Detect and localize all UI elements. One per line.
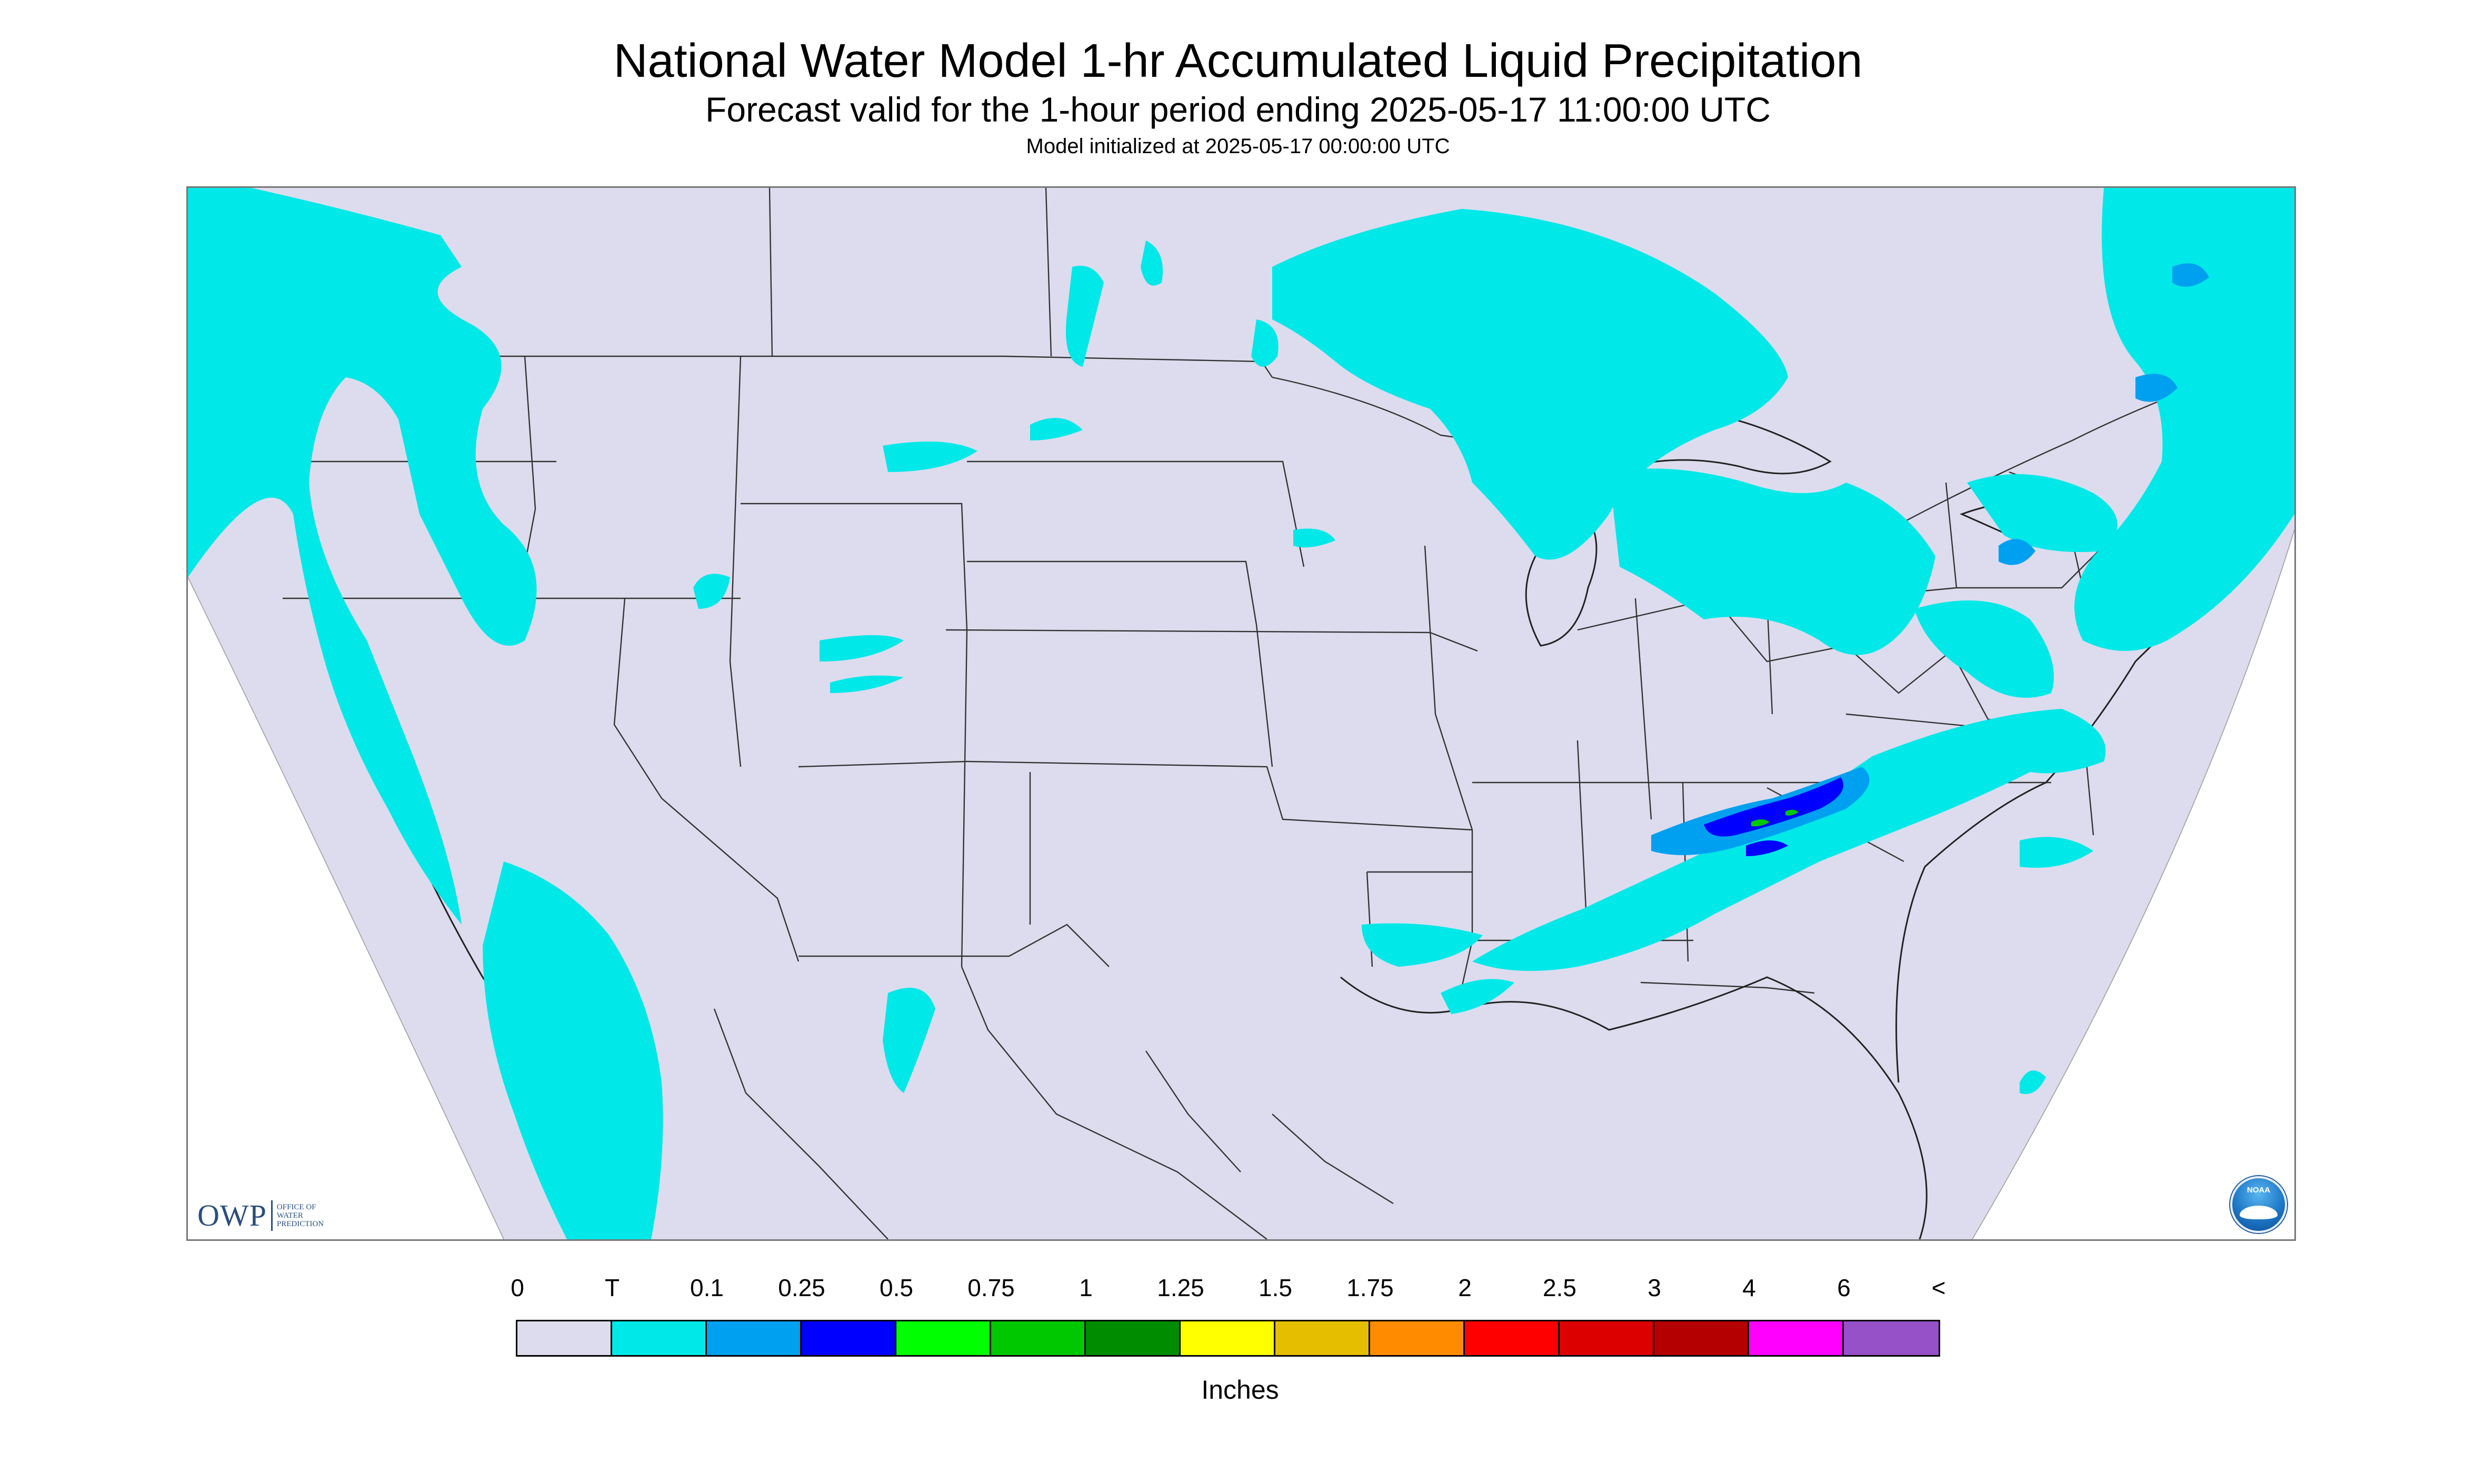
legend-tick-label: 6: [1837, 1274, 1851, 1301]
legend-swatch: [896, 1321, 991, 1355]
legend-tick-label: 2: [1458, 1274, 1472, 1301]
legend-tick-labels: 0 T 0.1 0.25 0.5 0.75 1 1.25 1.5 1.75 2 2.5 3 4 6 <: [511, 1274, 1964, 1305]
legend-color-bar: [516, 1320, 1940, 1357]
legend-tick-label: 1: [1079, 1274, 1093, 1301]
model-domain: [188, 188, 2294, 1239]
legend-tick-label: 0.75: [967, 1274, 1015, 1301]
legend-tick-label: T: [604, 1274, 620, 1301]
owp-sub-line-2: WATER: [276, 1211, 303, 1220]
precip-moderate-areas: [1704, 777, 1843, 856]
model-init-line: Model initialized at 2025-05-17 00:00:00…: [1026, 135, 1450, 158]
forecast-valid-subtitle: Forecast valid for the 1-hour period end…: [705, 90, 1771, 129]
legend-swatch: [1086, 1321, 1181, 1355]
precip-heavy-areas: [1751, 809, 1799, 827]
legend-unit-label: Inches: [1201, 1375, 1279, 1405]
legend-tick-label: 1.25: [1157, 1274, 1204, 1301]
legend-swatch: [991, 1321, 1086, 1355]
owp-logo-letters: OWP: [197, 1198, 267, 1232]
legend-swatch: [1844, 1321, 1939, 1355]
legend-tick-label: 1.5: [1259, 1274, 1292, 1301]
legend-tick-label: 4: [1742, 1274, 1756, 1301]
map-canvas: [188, 188, 2294, 1239]
legend-tick-label: 3: [1648, 1274, 1661, 1301]
owp-sub-line-3: PREDICTION: [276, 1219, 324, 1228]
legend-swatch: [802, 1321, 896, 1355]
owp-sub-line-1: OFFICE OF: [276, 1202, 316, 1211]
domain-edge: [188, 529, 2294, 1239]
legend-swatch: [1560, 1321, 1654, 1355]
legend-swatch: [1370, 1321, 1465, 1355]
legend-swatch: [1749, 1321, 1844, 1355]
legend-swatch: [1275, 1321, 1370, 1355]
precip-trace-areas: [188, 188, 2294, 1239]
precipitation-map: OWP OFFICE OF WATER PREDICTION NOAA: [186, 186, 2296, 1241]
legend-swatch: [517, 1321, 612, 1355]
legend-tick-label: 0: [511, 1274, 524, 1301]
legend-tick-label: 1.75: [1346, 1274, 1394, 1301]
owp-logo: OWP OFFICE OF WATER PREDICTION: [197, 1198, 324, 1233]
legend-tick-label: 0.25: [778, 1274, 825, 1301]
noaa-logo-label: NOAA: [2247, 1186, 2271, 1195]
owp-logo-subtitle: OFFICE OF WATER PREDICTION: [277, 1203, 324, 1228]
noaa-logo-icon: NOAA: [2230, 1176, 2287, 1233]
owp-logo-divider: [271, 1200, 273, 1231]
color-legend: 0 T 0.1 0.25 0.5 0.75 1 1.25 1.5 1.75 2 2.5 3 4 6 < Inc…: [511, 1274, 1964, 1484]
legend-tick-label: 0.5: [880, 1274, 913, 1301]
legend-tick-label: <: [1931, 1274, 1946, 1301]
noaa-bird-shape: [2240, 1206, 2278, 1219]
legend-tick-label: 2.5: [1543, 1274, 1576, 1301]
legend-swatch: [1181, 1321, 1275, 1355]
legend-swatch: [1465, 1321, 1560, 1355]
legend-tick-label: 0.1: [690, 1274, 724, 1301]
legend-swatch: [1654, 1321, 1749, 1355]
map-title: National Water Model 1-hr Accumulated Li…: [613, 35, 1863, 87]
legend-swatch: [612, 1321, 707, 1355]
legend-swatch: [707, 1321, 802, 1355]
